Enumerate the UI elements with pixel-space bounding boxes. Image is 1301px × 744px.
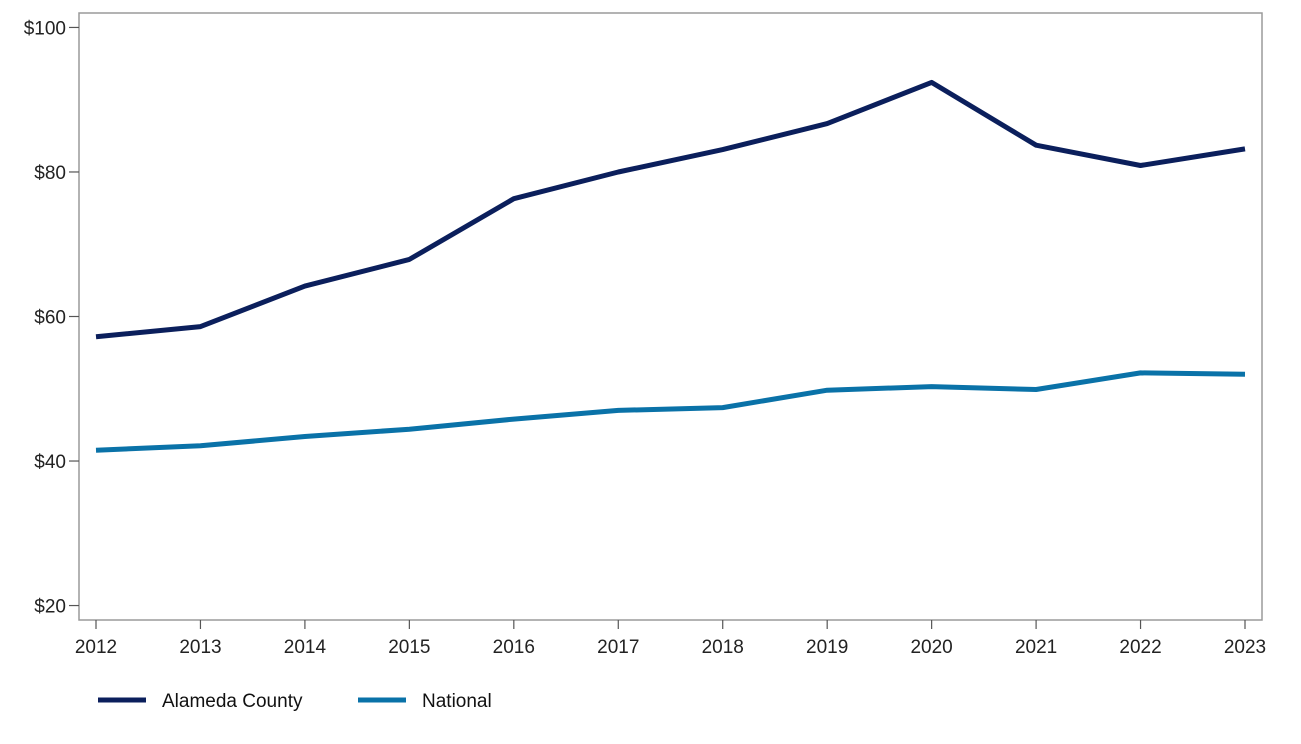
x-tick-label: 2023 [1224,637,1266,658]
y-axis: $20 $40 $60 $80 $100 [24,18,79,618]
plot-frame [78,12,1263,621]
y-tick-label: $60 [34,308,66,329]
x-tick-label: 2012 [75,637,117,658]
x-tick-label: 2013 [179,637,221,658]
y-tick-label: $20 [34,597,66,618]
y-tick-label: $40 [34,452,66,473]
y-tick-label: $100 [24,18,66,39]
legend-label-national: National [422,691,492,712]
series-line-alameda-county [95,79,1246,340]
x-tick-label: 2022 [1119,637,1161,658]
x-axis: 2012 2013 2014 2015 2016 2017 2018 2019 2020 2021… [75,620,1266,658]
x-tick-label: 2018 [702,637,744,658]
x-tick-label: 2014 [284,637,327,658]
x-tick-label: 2019 [806,637,848,658]
x-tick-label: 2017 [597,637,639,658]
legend-label-alameda-county: Alameda County [162,691,303,712]
x-tick-label: 2020 [910,637,952,658]
y-tick-label: $80 [34,163,66,184]
x-tick-label: 2016 [493,637,535,658]
x-tick-label: 2015 [388,637,430,658]
legend: Alameda County National [98,691,492,712]
series-layer [95,79,1246,453]
series-line-national [95,370,1246,453]
x-tick-label: 2021 [1015,637,1057,658]
